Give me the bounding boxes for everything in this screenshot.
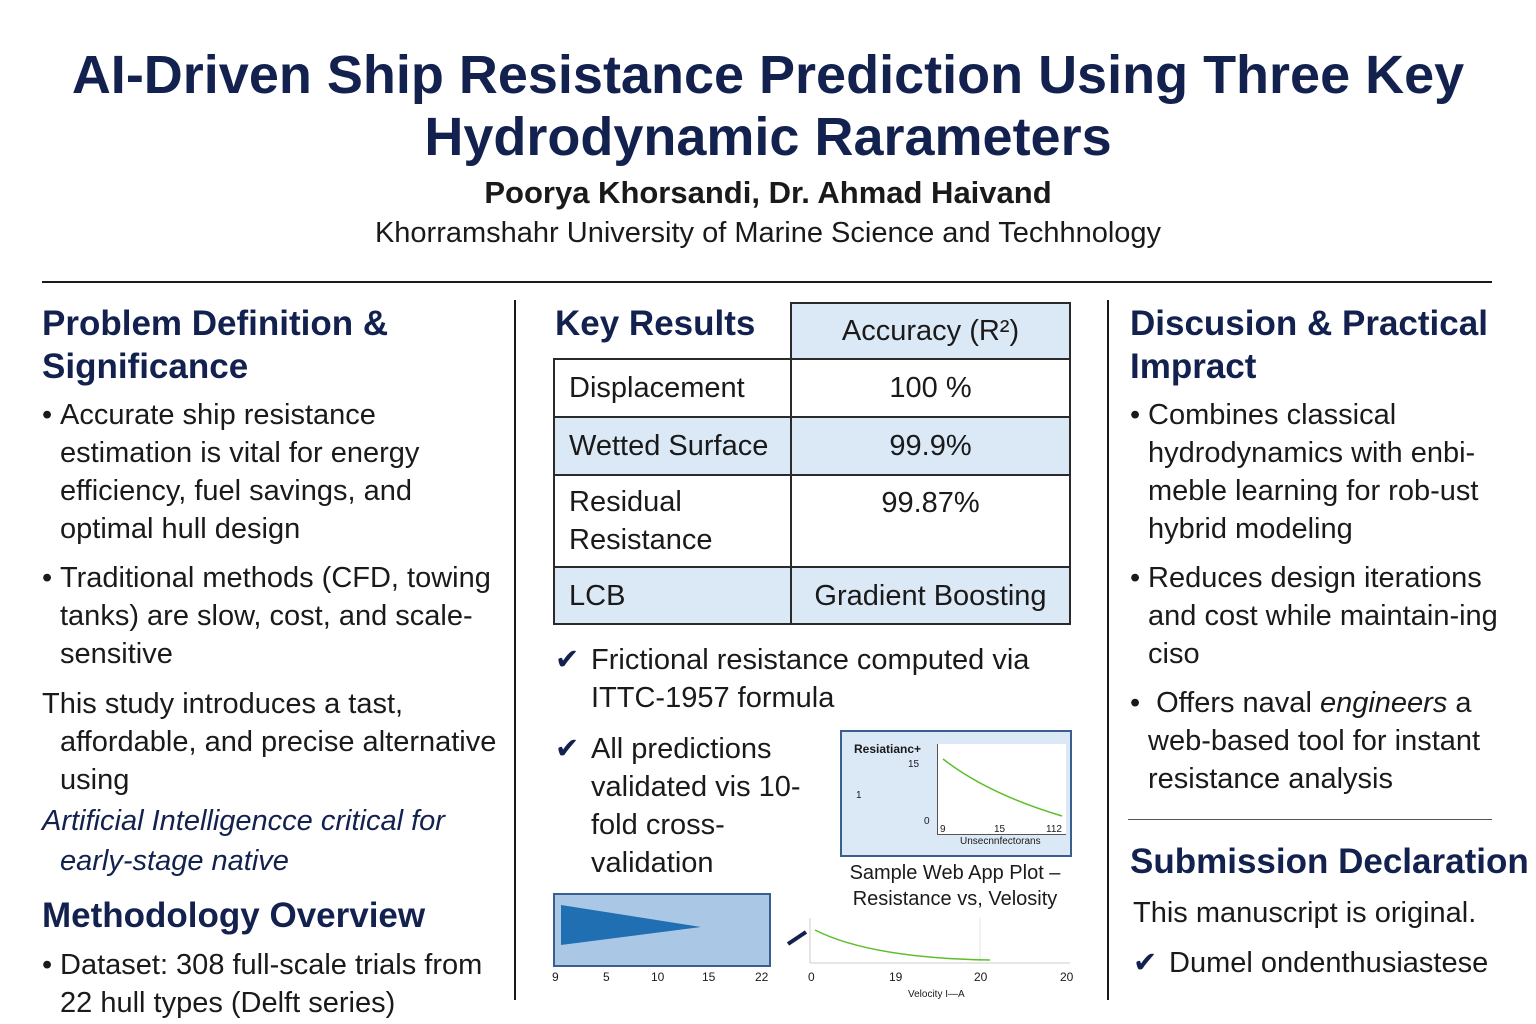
table-cell: 100 % bbox=[790, 358, 1071, 418]
check-item: Dumel ondenthusiastese bbox=[1133, 944, 1488, 982]
plot-title: Resiatianc+ bbox=[854, 742, 922, 756]
x-tick-label: 20 bbox=[1060, 970, 1074, 984]
title: AI-Driven Ship Resistance Prediction Usi… bbox=[71, 45, 1465, 167]
bullet: Offers naval engineers a web-based tool … bbox=[1130, 684, 1528, 798]
section-heading: Submission Declaration bbox=[1130, 842, 1529, 881]
x-tick-label: 112 bbox=[1046, 824, 1062, 835]
paragraph: This study introduces a tast, affordable… bbox=[42, 685, 510, 881]
paragraph-text: This study introduces a tast, affordable… bbox=[42, 688, 497, 796]
x-tick-label: 19 bbox=[889, 970, 903, 984]
bullet: Reduces design iterations and cost while… bbox=[1130, 559, 1518, 673]
section-heading: Problem Definition & Significance bbox=[42, 304, 389, 386]
column-divider bbox=[1107, 300, 1109, 1000]
bullet-text: Offers naval bbox=[1156, 687, 1312, 719]
section-rule bbox=[1128, 819, 1492, 820]
x-tick-label: 0 bbox=[808, 970, 815, 984]
x-axis-label: Velocity I—A bbox=[908, 989, 965, 1000]
table-empty-cell bbox=[554, 303, 791, 360]
x-axis-label: Unsecnnfectorans bbox=[960, 836, 1041, 847]
table-cell: 99.9% bbox=[790, 416, 1071, 476]
authors: Poorya Khorsandi, Dr. Ahmad Haivand bbox=[484, 175, 1052, 210]
bar-shape bbox=[561, 905, 701, 945]
x-tick-label: 15 bbox=[994, 824, 1006, 835]
plot-area bbox=[937, 744, 1066, 835]
plot-caption: Sample Web App Plot – Resistance vs, Vel… bbox=[849, 862, 1061, 910]
line-plot bbox=[786, 918, 1070, 964]
paragraph-emphasis: Artificial Intelligencce critical for ea… bbox=[42, 805, 445, 877]
table-cell: 99.87% bbox=[790, 474, 1071, 568]
column-divider bbox=[514, 300, 516, 1000]
plot-curve bbox=[942, 758, 1063, 817]
section-heading: Methodology Overview bbox=[42, 896, 426, 935]
section-heading: Discusion & Practical Impract bbox=[1130, 304, 1488, 386]
table-cell: Residual Resistance bbox=[553, 474, 792, 568]
table-cell: Displacement bbox=[553, 358, 792, 418]
bullet: Traditional methods (CFD, towing tanks) … bbox=[42, 559, 500, 673]
results-table: Accuracy (R²) Displacement 100 % Wetted … bbox=[553, 302, 1071, 625]
y-tick-label: 1 bbox=[856, 790, 862, 801]
bullet: Combines classical hydrodynamics with en… bbox=[1130, 396, 1518, 548]
table-cell: Gradient Boosting bbox=[790, 566, 1071, 625]
x-tick-label: 20 bbox=[974, 970, 988, 984]
x-tick-label: 22 bbox=[755, 970, 769, 984]
bar-plot-frame bbox=[553, 893, 771, 967]
y-tick-label: 15 bbox=[908, 759, 920, 770]
table-header: Accuracy (R²) bbox=[790, 302, 1071, 360]
bullet: Dataset: 308 full-scale trials from 22 h… bbox=[42, 946, 510, 1022]
header-rule bbox=[42, 281, 1492, 283]
y-tick-label: 0 bbox=[924, 816, 930, 827]
affiliation: Khorramshahr University of Marine Scienc… bbox=[374, 217, 1162, 249]
bullet-text: a web-based tool for instant resistance … bbox=[1148, 687, 1481, 795]
table-cell: Wetted Surface bbox=[553, 416, 792, 476]
check-item: All predictions validated vis 10-fold cr… bbox=[555, 730, 841, 882]
x-tick-label: 15 bbox=[702, 970, 716, 984]
bullet-emphasis: engineers bbox=[1319, 687, 1448, 719]
check-item: Frictional resistance computed via ITTC-… bbox=[555, 641, 1051, 717]
statement: This manuscript is original. bbox=[1133, 897, 1477, 929]
x-tick-label: 10 bbox=[651, 970, 665, 984]
x-tick-label: 9 bbox=[940, 824, 946, 835]
bullet: Accurate ship resistance estimation is v… bbox=[42, 396, 500, 548]
table-cell: LCB bbox=[553, 566, 792, 625]
x-tick-label: 5 bbox=[603, 970, 610, 984]
plot-frame: Resiatianc+ 15 1 0 9 15 112 Unsecnnfecto… bbox=[840, 730, 1072, 857]
x-tick-label: 9 bbox=[552, 970, 559, 984]
